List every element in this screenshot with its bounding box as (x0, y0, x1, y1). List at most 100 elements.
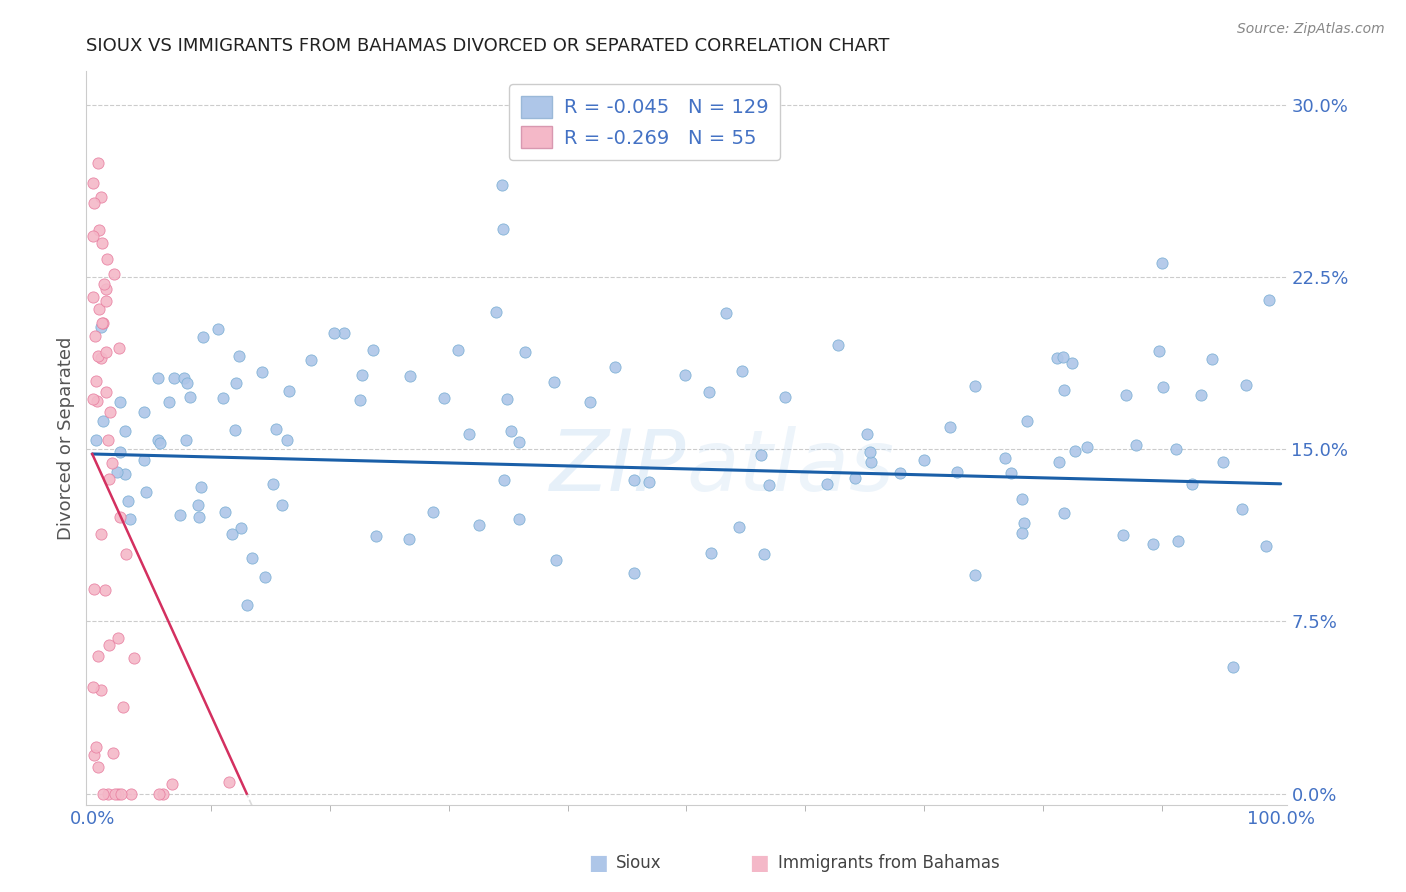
Point (86, 393, 108, 408)
Point (447, 343, 470, 357)
Legend: R = -0.045   N = 129, R = -0.269   N = 55: R = -0.045 N = 129, R = -0.269 N = 55 (509, 84, 780, 161)
Point (82, 392, 104, 406)
Text: Immigrants from Bahamas: Immigrants from Bahamas (778, 855, 1000, 872)
Point (399, 369, 422, 384)
Point (110, 787, 132, 801)
Point (94, 345, 117, 359)
Point (98, 638, 121, 652)
Point (1142, 537, 1164, 551)
Point (98, 405, 121, 419)
Point (104, 787, 127, 801)
Point (1046, 351, 1069, 365)
Point (87, 648, 110, 663)
Point (264, 422, 287, 436)
Point (93, 583, 115, 598)
Point (484, 304, 506, 318)
Point (673, 368, 696, 383)
Point (433, 391, 456, 405)
Point (114, 424, 136, 438)
Point (1052, 351, 1074, 365)
Point (938, 420, 960, 434)
Point (889, 466, 911, 480)
Point (87, 760, 110, 774)
Point (1149, 344, 1171, 359)
Point (174, 433, 197, 447)
Point (103, 267, 125, 281)
Point (1167, 533, 1189, 548)
Point (97, 472, 120, 486)
Point (101, 746, 124, 760)
Point (1062, 355, 1084, 369)
Point (122, 650, 145, 665)
Point (1234, 378, 1257, 392)
Point (152, 787, 174, 801)
Point (515, 345, 537, 359)
Point (495, 392, 517, 406)
Point (714, 306, 737, 320)
Point (207, 321, 229, 335)
Point (212, 391, 235, 405)
Point (97, 787, 120, 801)
Text: SIOUX VS IMMIGRANTS FROM BAHAMAS DIVORCED OR SEPARATED CORRELATION CHART: SIOUX VS IMMIGRANTS FROM BAHAMAS DIVORCE… (86, 37, 890, 55)
Point (398, 532, 420, 546)
Point (262, 477, 284, 491)
Point (169, 508, 191, 522)
Point (146, 371, 169, 385)
Point (97, 433, 120, 447)
Point (187, 498, 209, 512)
Point (1222, 660, 1244, 674)
Point (82, 290, 104, 304)
Point (1150, 256, 1173, 270)
Point (83, 582, 105, 596)
Point (96, 252, 118, 266)
Point (1011, 525, 1033, 540)
Point (422, 505, 444, 519)
Text: ■: ■ (749, 854, 769, 873)
Point (157, 394, 180, 409)
Point (1230, 501, 1253, 516)
Point (225, 376, 247, 390)
Point (148, 436, 170, 450)
Point (1254, 539, 1277, 553)
Point (623, 566, 645, 580)
Point (352, 368, 374, 383)
Point (83, 196, 105, 211)
Point (115, 547, 138, 561)
Point (815, 476, 838, 491)
Point (1152, 380, 1174, 394)
Point (84, 374, 107, 388)
Point (1115, 388, 1137, 402)
Point (299, 352, 322, 367)
Point (603, 360, 626, 375)
Point (87, 349, 110, 363)
Point (508, 434, 530, 449)
Point (1053, 506, 1076, 520)
Point (1181, 477, 1204, 491)
Point (546, 553, 568, 567)
Point (543, 376, 565, 390)
Point (1047, 455, 1070, 469)
Point (492, 473, 515, 487)
Point (162, 371, 184, 385)
Point (120, 787, 142, 801)
Point (754, 547, 776, 561)
Point (190, 480, 212, 494)
Point (107, 632, 129, 646)
Point (221, 527, 243, 541)
Point (94, 294, 117, 309)
Point (224, 423, 246, 437)
Point (93, 787, 115, 801)
Point (108, 395, 131, 409)
Point (228, 349, 250, 363)
Point (108, 445, 131, 459)
Point (731, 364, 754, 378)
Point (860, 455, 883, 469)
Point (491, 178, 513, 193)
Y-axis label: Divorced or Separated: Divorced or Separated (58, 336, 75, 540)
Point (176, 376, 198, 391)
Point (214, 505, 236, 519)
Point (946, 465, 969, 479)
Point (105, 466, 128, 480)
Point (91, 414, 114, 428)
Point (322, 326, 344, 341)
